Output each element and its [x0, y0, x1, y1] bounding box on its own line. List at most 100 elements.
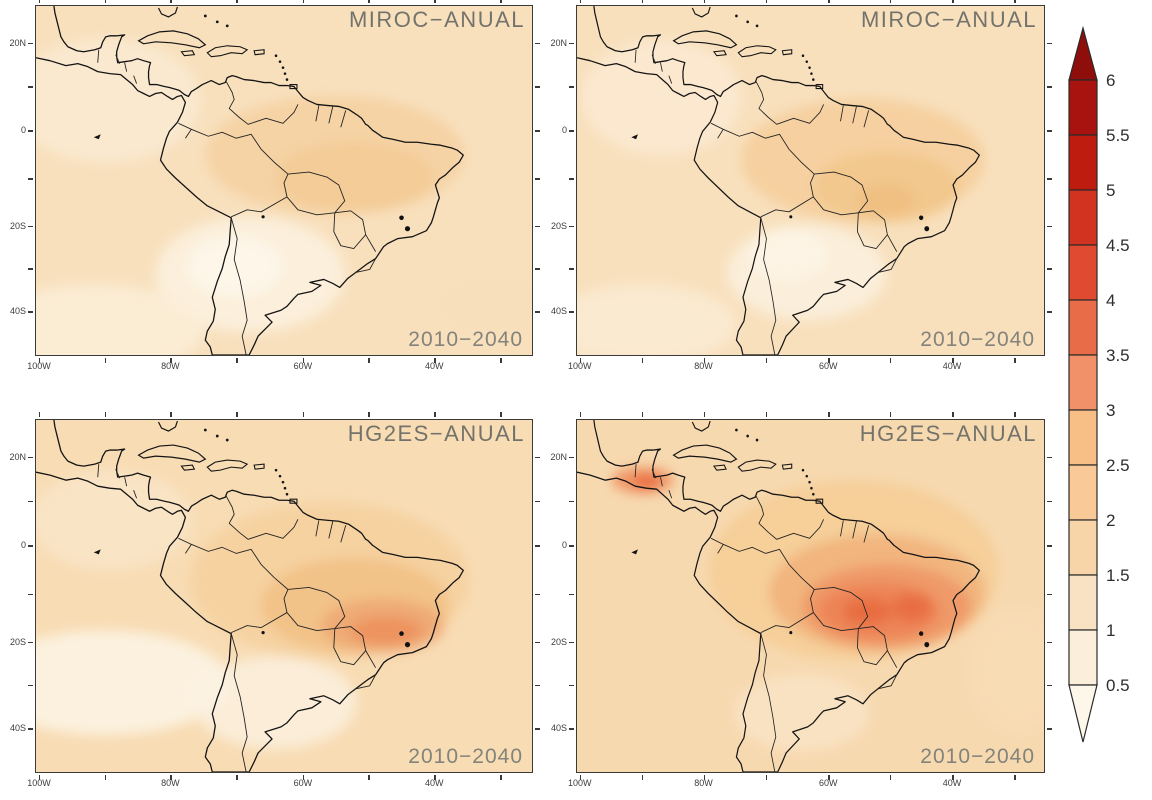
axis-tick — [28, 130, 33, 132]
map-panel-miroc-1: MIROC−ANUAL 2010−2040 20N020S40S100W80W6… — [35, 5, 533, 356]
axis-tick — [236, 358, 238, 363]
colorbar-segment — [1069, 135, 1097, 190]
axis-tick — [105, 358, 107, 363]
lat-tick-label: 0 — [562, 540, 567, 550]
anomaly-blob — [749, 229, 828, 281]
panel-period: 2010−2040 — [920, 745, 1035, 769]
axis-tick — [105, 775, 107, 780]
axis-tick — [569, 545, 574, 547]
axis-tick — [28, 685, 33, 687]
axis-tick — [569, 130, 574, 132]
lat-tick-label: 40S — [551, 306, 567, 316]
axis-tick — [569, 86, 574, 88]
axis-tick — [535, 311, 540, 313]
colorbar-segment — [1069, 575, 1097, 630]
map-panel-hg2es-2: HG2ES−ANUAL 2010−2040 20N020S40S100W80W6… — [576, 419, 1045, 773]
lon-tick-label: 60W — [819, 361, 838, 371]
axis-tick — [1014, 0, 1016, 3]
anomaly-map — [577, 6, 1044, 355]
axis-tick — [1047, 311, 1052, 313]
lon-tick-label: 60W — [294, 361, 313, 371]
panel-title: HG2ES−ANUAL — [348, 421, 525, 447]
colorbar-arrow-down — [1069, 685, 1097, 742]
colorbar-tick-label: 1 — [1106, 621, 1115, 640]
axis-tick — [890, 0, 892, 3]
axis-tick — [500, 412, 502, 417]
axis-tick — [535, 226, 540, 228]
axis-tick — [28, 226, 33, 228]
axis-tick — [952, 412, 954, 417]
colorbar-arrow-up — [1069, 28, 1097, 80]
axis-tick — [535, 268, 540, 270]
colorbar-tick-label: 2.5 — [1106, 456, 1130, 475]
colorbar-segment — [1069, 630, 1097, 685]
axis-tick — [236, 775, 238, 780]
colorbar-tick-label: 2 — [1106, 511, 1115, 530]
axis-tick — [890, 775, 892, 780]
colorbar-tick-label: 4 — [1106, 291, 1115, 310]
axis-tick — [569, 268, 574, 270]
colorbar-tick-label: 6 — [1106, 71, 1115, 90]
axis-tick — [642, 0, 644, 3]
panel-period: 2010−2040 — [408, 745, 523, 769]
axis-tick — [1047, 545, 1052, 547]
lat-tick-label: 20N — [550, 38, 567, 48]
lon-tick-label: 40W — [943, 361, 962, 371]
lat-tick-label: 20N — [9, 38, 26, 48]
axis-tick — [1047, 130, 1052, 132]
axis-tick — [535, 86, 540, 88]
colorbar-tick-label: 3.5 — [1106, 346, 1130, 365]
axis-tick — [766, 0, 768, 3]
map-panel-hg2es-1: HG2ES−ANUAL 2010−2040 20N020S40S100W80W6… — [35, 419, 533, 773]
axis-tick — [236, 412, 238, 417]
anomaly-blob — [858, 184, 914, 216]
colorbar-tick-label: 5.5 — [1106, 126, 1130, 145]
axis-tick — [1047, 457, 1052, 459]
axis-tick — [535, 178, 540, 180]
colorbar-segment — [1069, 245, 1097, 300]
axis-tick — [1047, 594, 1052, 596]
colorbar-tick-label: 4.5 — [1106, 236, 1130, 255]
colorbar-segment — [1069, 410, 1097, 465]
axis-tick — [580, 412, 582, 417]
lon-tick-label: 100W — [568, 778, 592, 788]
axis-tick — [170, 0, 172, 3]
anomaly-blob — [892, 593, 931, 621]
panel-period: 2010−2040 — [408, 328, 523, 352]
axis-tick — [704, 412, 706, 417]
axis-tick — [642, 775, 644, 780]
lon-tick-label: 40W — [425, 361, 444, 371]
anomaly-blob — [735, 675, 870, 751]
axis-tick — [535, 43, 540, 45]
panel-period: 2010−2040 — [920, 328, 1035, 352]
anomaly-blob — [351, 617, 423, 645]
axis-tick — [500, 775, 502, 780]
anomaly-map — [36, 420, 532, 772]
axis-tick — [580, 0, 582, 3]
axis-tick — [1047, 43, 1052, 45]
axis-tick — [766, 775, 768, 780]
axis-tick — [28, 178, 33, 180]
axis-tick — [105, 412, 107, 417]
axis-tick — [704, 0, 706, 3]
axis-tick — [368, 358, 370, 363]
lon-tick-label: 40W — [943, 778, 962, 788]
lon-tick-label: 40W — [425, 778, 444, 788]
lat-tick-label: 20S — [10, 221, 26, 231]
axis-tick — [368, 775, 370, 780]
axis-tick — [434, 412, 436, 417]
axis-tick — [1047, 685, 1052, 687]
axis-tick — [535, 545, 540, 547]
axis-tick — [28, 728, 33, 730]
colorbar-segment — [1069, 355, 1097, 410]
anomaly-blob — [275, 142, 434, 212]
axis-tick — [1014, 358, 1016, 363]
axis-tick — [28, 268, 33, 270]
axis-tick — [105, 0, 107, 3]
axis-tick — [535, 685, 540, 687]
lat-tick-label: 0 — [562, 125, 567, 135]
axis-tick — [368, 0, 370, 3]
axis-tick — [828, 412, 830, 417]
axis-tick — [535, 594, 540, 596]
lon-tick-label: 100W — [568, 361, 592, 371]
